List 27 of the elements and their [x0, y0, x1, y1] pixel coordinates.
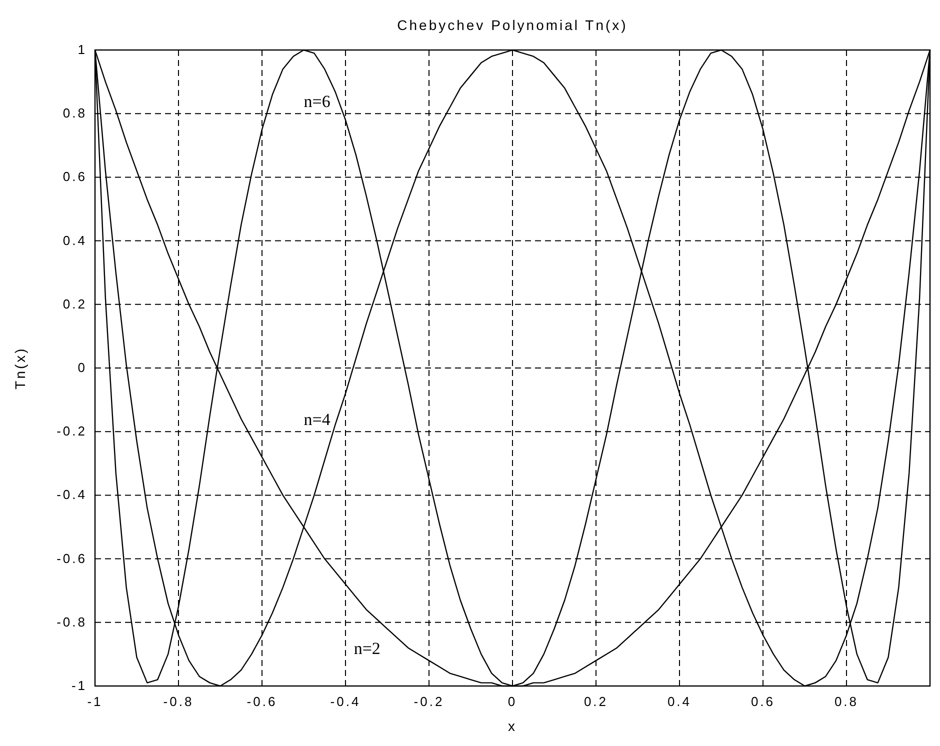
- x-axis-title: x: [508, 718, 517, 734]
- x-tick-label: -0.6: [246, 694, 278, 709]
- y-tick-label: 0.2: [62, 296, 87, 312]
- series-label: n=2: [354, 639, 380, 658]
- x-tick-label: 0.8: [834, 694, 859, 709]
- series-label: n=6: [304, 92, 330, 112]
- y-tick-label: 0.4: [62, 232, 87, 248]
- series-label: n=4: [304, 410, 331, 430]
- y-tick-label: 0.8: [62, 106, 87, 121]
- y-tick-label: 1: [78, 42, 87, 57]
- x-tick-label: 0.4: [667, 694, 692, 709]
- x-tick-label: 0: [508, 694, 518, 709]
- y-tick-label: 0: [78, 360, 87, 375]
- x-tick-label: 0.2: [584, 694, 608, 709]
- x-tick-label: -0.4: [330, 694, 361, 709]
- y-tick-label: 0.6: [62, 169, 87, 184]
- x-tick-label: -0.8: [163, 694, 194, 709]
- y-tick-label: -0.4: [56, 487, 87, 502]
- y-tick-label: -0.2: [56, 424, 87, 439]
- x-tick-label: 0.6: [750, 694, 776, 709]
- y-tick-label: -0.8: [56, 614, 87, 630]
- y-tick-label: -1: [71, 678, 87, 693]
- x-tick-label: -0.2: [414, 694, 444, 709]
- y-tick-label: -0.6: [56, 550, 87, 566]
- x-tick-label: -1: [87, 694, 103, 709]
- chart-title: Chebychev Polynomial Tn(x): [397, 17, 628, 33]
- y-axis-title: Tn(x): [12, 346, 28, 390]
